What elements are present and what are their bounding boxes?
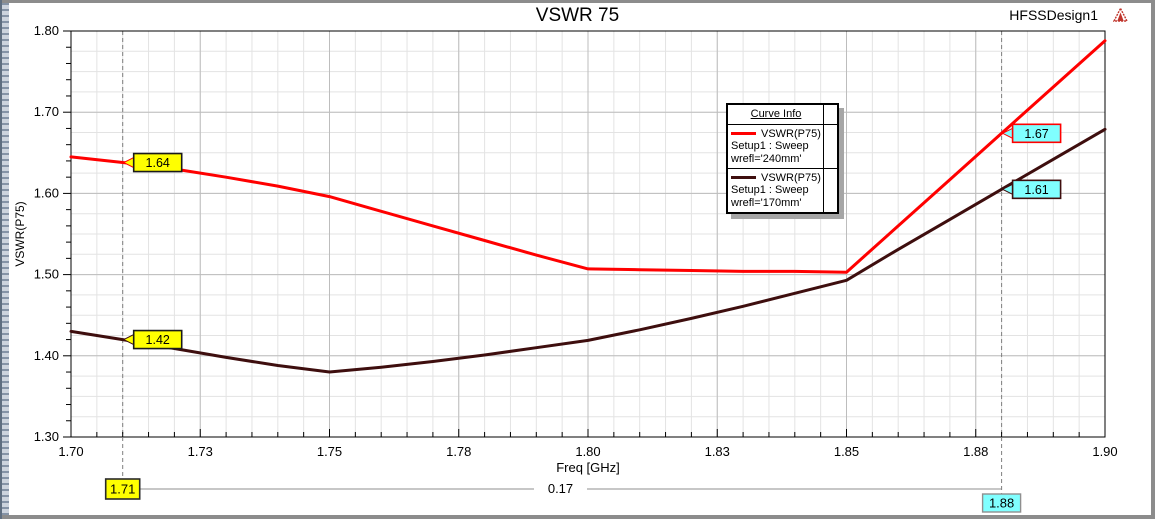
marker-x-label: 1.71 (110, 482, 135, 497)
tick-label: 1.75 (317, 444, 342, 459)
marker-lines (122, 31, 1003, 437)
tick-label: 1.50 (34, 267, 59, 282)
marker-x-rect (104, 478, 141, 500)
legend-entry-240mm[interactable]: VSWR(P75) Setup1 : Sweep wrefl='240mm' (728, 125, 837, 168)
callout-box (132, 152, 183, 173)
marker-ruler: 0.17 1.71 1.88 (104, 437, 1022, 513)
tick-label: 1.73 (188, 444, 213, 459)
legend-trace-name: VSWR(P75) (761, 127, 821, 140)
marker-value-label: 1.61 (1024, 183, 1048, 197)
marker-callout[interactable]: 1.42 (122, 329, 183, 350)
curve-wrefl170mm[interactable] (69, 127, 1107, 374)
tick-label: 1.90 (1092, 444, 1117, 459)
tick-label: 1.60 (34, 185, 59, 200)
tick-label: 1.83 (705, 444, 730, 459)
y-axis-label: VSWR(P75) (13, 201, 27, 267)
left-splitter-handle[interactable] (2, 3, 9, 515)
callout-box (1011, 179, 1062, 200)
legend-variation-text: wrefl='170mm' (731, 197, 802, 209)
marker-callout[interactable]: 1.64 (122, 152, 183, 173)
tick-label: 1.70 (58, 444, 83, 459)
marker-callout[interactable]: 1.61 (1001, 179, 1062, 200)
tick-label: 1.80 (575, 444, 600, 459)
ansoft-logo-icon (1113, 8, 1128, 22)
x-axis-label: Freq [GHz] (556, 460, 620, 475)
callout-box (132, 329, 183, 350)
legend-trace-name: VSWR(P75) (761, 171, 821, 184)
curve-info-legend[interactable]: Curve Info VSWR(P75) Setup1 : Sweep wref… (726, 103, 839, 214)
marker-x-label: 1.88 (989, 496, 1014, 511)
axes: 1.70 1.73 1.75 1.78 1.80 1.83 1.85 1.88 1.90 1.30… (34, 23, 1118, 459)
tick-label: 1.85 (834, 444, 859, 459)
window-border-right (1151, 0, 1155, 519)
callout-box (1011, 123, 1062, 144)
curve-wrefl240mm[interactable] (69, 39, 1107, 274)
marker-callout[interactable]: 1.67 (1001, 123, 1062, 144)
window-border-bottom (0, 515, 1155, 519)
legend-variation-text: wrefl='240mm' (731, 153, 802, 165)
window-border-top (0, 0, 1155, 3)
delta-value-label: 0.17 (548, 481, 573, 496)
legend-header: Curve Info (728, 105, 837, 125)
marker-x-rect (981, 493, 1022, 513)
legend-setup-text: Setup1 : Sweep (731, 140, 809, 152)
gridlines (70, 30, 1106, 438)
legend-setup-text: Setup1 : Sweep (731, 184, 809, 196)
callout-tail (122, 333, 135, 346)
design-name-text: HFSSDesign1 (1009, 7, 1098, 23)
design-label: HFSSDesign1 (1009, 7, 1128, 23)
marker-x-box-m2[interactable]: 1.88 (981, 493, 1022, 513)
page-title: VSWR 75 (535, 5, 620, 26)
marker-value-label: 1.67 (1024, 127, 1048, 141)
tick-label: 1.40 (34, 348, 59, 363)
tick-label: 1.30 (34, 429, 59, 444)
legend-swatch-170mm (731, 176, 756, 179)
tick-label: 1.80 (34, 23, 59, 38)
tick-label: 1.78 (446, 444, 471, 459)
marker-value-label: 1.64 (146, 156, 170, 170)
legend-swatch-240mm (731, 132, 756, 135)
tick-label: 1.70 (34, 104, 59, 119)
legend-entry-170mm[interactable]: VSWR(P75) Setup1 : Sweep wrefl='170mm' (728, 168, 837, 212)
marker-x-box-m1[interactable]: 1.71 (104, 478, 141, 500)
tick-label: 1.88 (963, 444, 988, 459)
marker-value-label: 1.42 (146, 333, 170, 347)
legend-column-divider (823, 105, 824, 212)
callout-tail (122, 156, 135, 169)
window-border-left (0, 0, 2, 519)
